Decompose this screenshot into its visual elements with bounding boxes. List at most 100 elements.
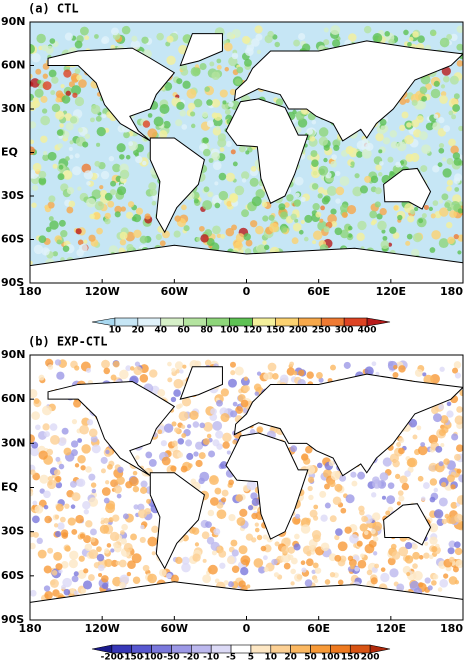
- field-dot: [134, 361, 141, 367]
- field-dot: [203, 186, 210, 193]
- field-dot: [212, 420, 223, 431]
- field-dot: [450, 501, 458, 509]
- colorbar-label: -10: [203, 653, 219, 663]
- coastline: [233, 40, 463, 142]
- field-dot: [84, 543, 93, 551]
- field-dot: [47, 151, 57, 161]
- field-dot: [204, 86, 210, 92]
- lat-label: 90S: [1, 276, 24, 289]
- lon-label: 180: [440, 285, 463, 298]
- field-dot: [359, 185, 369, 194]
- field-dot: [238, 545, 248, 555]
- field-dot: [430, 213, 436, 219]
- field-dot: [292, 222, 302, 232]
- field-dot: [418, 131, 428, 141]
- colorbar-label: 150: [266, 326, 285, 336]
- field-dot: [414, 207, 419, 212]
- coastline: [179, 366, 223, 400]
- field-dot: [443, 458, 450, 465]
- field-dot: [453, 157, 462, 166]
- field-dot: [286, 367, 295, 376]
- field-dot: [68, 81, 75, 88]
- field-dot: [123, 131, 130, 139]
- lon-label: 120E: [376, 285, 406, 298]
- field-dot: [159, 240, 166, 247]
- field-dot: [366, 569, 373, 576]
- field-dot: [77, 454, 86, 464]
- lon-label: 0: [243, 622, 251, 635]
- field-dot: [157, 389, 166, 397]
- field-dot: [165, 41, 171, 47]
- field-dot: [225, 172, 235, 182]
- field-dot: [446, 33, 453, 40]
- field-dot: [312, 534, 321, 543]
- field-dot: [119, 574, 130, 585]
- field-dot: [423, 482, 430, 489]
- lat-label: 90S: [1, 613, 24, 626]
- field-dot: [151, 551, 156, 556]
- field-dot: [73, 590, 79, 596]
- field-dot: [294, 218, 299, 223]
- field-dot: [31, 441, 39, 449]
- field-dot: [170, 574, 179, 583]
- field-dot: [216, 233, 222, 239]
- field-dot: [312, 562, 319, 569]
- field-dot: [446, 158, 454, 165]
- field-dot: [334, 483, 343, 492]
- field-dot: [176, 78, 183, 85]
- field-dot: [215, 430, 224, 439]
- field-dot: [198, 452, 206, 460]
- field-dot: [192, 553, 201, 562]
- field-dot: [40, 135, 48, 143]
- field-dot: [55, 481, 63, 489]
- field-dot: [37, 549, 47, 559]
- field-dot: [114, 205, 122, 214]
- field-dot: [314, 567, 322, 574]
- field-dot: [364, 175, 372, 183]
- field-dot: [453, 233, 459, 240]
- field-dot: [241, 171, 250, 180]
- field-dot: [140, 480, 148, 488]
- field-dot: [182, 364, 187, 369]
- field-dot: [132, 485, 140, 493]
- field-dot: [244, 58, 252, 67]
- field-dot: [69, 116, 78, 124]
- field-dot: [96, 553, 105, 562]
- coastline: [30, 244, 463, 283]
- field-dot: [193, 198, 199, 204]
- field-dot: [79, 26, 89, 36]
- field-dot: [402, 565, 411, 575]
- field-dot: [454, 547, 463, 556]
- field-dot: [416, 425, 422, 431]
- field-dot: [382, 137, 391, 145]
- colorbar-label: 400: [358, 326, 377, 336]
- field-dot: [378, 149, 383, 154]
- colorbar-label: 200: [361, 653, 380, 663]
- field-dot: [202, 137, 209, 144]
- field-dot: [350, 161, 355, 166]
- field-dot: [173, 230, 181, 238]
- field-dot: [447, 236, 455, 245]
- field-dot: [43, 490, 51, 499]
- field-dot: [101, 36, 110, 44]
- field-dot: [147, 128, 158, 139]
- field-dot: [372, 33, 383, 43]
- field-dot: [55, 503, 64, 512]
- field-dot: [344, 526, 352, 534]
- field-dot: [356, 151, 363, 158]
- field-dot: [181, 556, 190, 565]
- field-dot: [350, 564, 355, 570]
- field-dot: [438, 142, 445, 149]
- field-dot: [166, 35, 174, 43]
- field-dot: [396, 141, 407, 152]
- field-dot: [229, 88, 237, 96]
- field-dot: [66, 206, 74, 214]
- field-dot: [53, 551, 63, 561]
- field-dot: [450, 484, 456, 490]
- field-dot: [456, 43, 463, 51]
- field-dot: [379, 207, 387, 216]
- field-dot: [374, 563, 380, 569]
- field-dot: [56, 129, 64, 136]
- field-dot: [32, 515, 40, 524]
- field-dot: [425, 83, 432, 90]
